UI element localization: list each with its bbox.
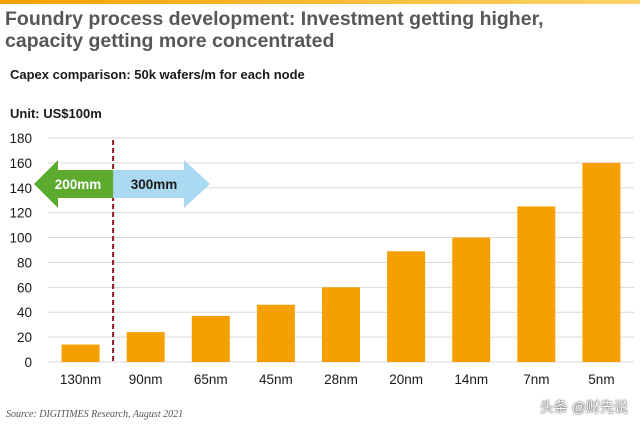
- bar: [256, 304, 295, 362]
- bar: [191, 315, 230, 362]
- y-axis-ticks: 0 20 40 60 80 100 120 140 160 180: [9, 131, 32, 370]
- arrow-200mm-label: 200mm: [55, 177, 102, 192]
- y-tick-label: 40: [17, 305, 32, 320]
- left-arrow-icon: [34, 160, 114, 208]
- bars: [61, 162, 621, 362]
- bar: [126, 332, 165, 362]
- bar: [387, 251, 426, 362]
- chart-title: Foundry process development: Investment …: [5, 8, 544, 52]
- x-tick-label: 20nm: [389, 372, 423, 387]
- y-tick-label: 140: [9, 181, 32, 196]
- x-tick-label: 5nm: [588, 372, 614, 387]
- bar: [61, 344, 100, 362]
- bar: [322, 287, 360, 362]
- y-tick-label: 100: [9, 231, 32, 246]
- y-tick-label: 0: [24, 355, 32, 370]
- x-tick-label: 65nm: [194, 372, 228, 387]
- y-tick-label: 60: [17, 280, 32, 295]
- bar: [517, 206, 556, 362]
- y-tick-label: 20: [17, 330, 32, 345]
- top-accent-bar: [0, 0, 640, 4]
- x-tick-label: 7nm: [523, 372, 549, 387]
- x-tick-label: 130nm: [60, 372, 101, 387]
- watermark: 头条 @财先说: [539, 399, 628, 415]
- unit-label: Unit: US$100m: [10, 106, 102, 121]
- arrow-200mm: 200mm: [34, 160, 114, 208]
- arrow-300mm: 300mm: [113, 160, 210, 208]
- y-tick-label: 120: [9, 206, 32, 221]
- x-tick-label: 45nm: [259, 372, 293, 387]
- source-note: Source: DIGITIMES Research, August 2021: [6, 409, 184, 420]
- bar: [582, 162, 621, 362]
- y-tick-label: 80: [17, 255, 32, 270]
- y-tick-label: 160: [9, 156, 32, 171]
- x-axis-ticks: 130nm 90nm 65nm 45nm 28nm 20nm 14nm 7nm 5nm: [60, 372, 615, 387]
- bar: [452, 237, 491, 362]
- right-arrow-icon: [113, 160, 210, 208]
- y-tick-label: 180: [9, 131, 32, 146]
- x-tick-label: 28nm: [324, 372, 358, 387]
- chart-subtitle: Capex comparison: 50k wafers/m for each …: [10, 67, 305, 82]
- x-tick-label: 90nm: [129, 372, 163, 387]
- x-tick-label: 14nm: [454, 372, 488, 387]
- arrow-300mm-label: 300mm: [131, 177, 178, 192]
